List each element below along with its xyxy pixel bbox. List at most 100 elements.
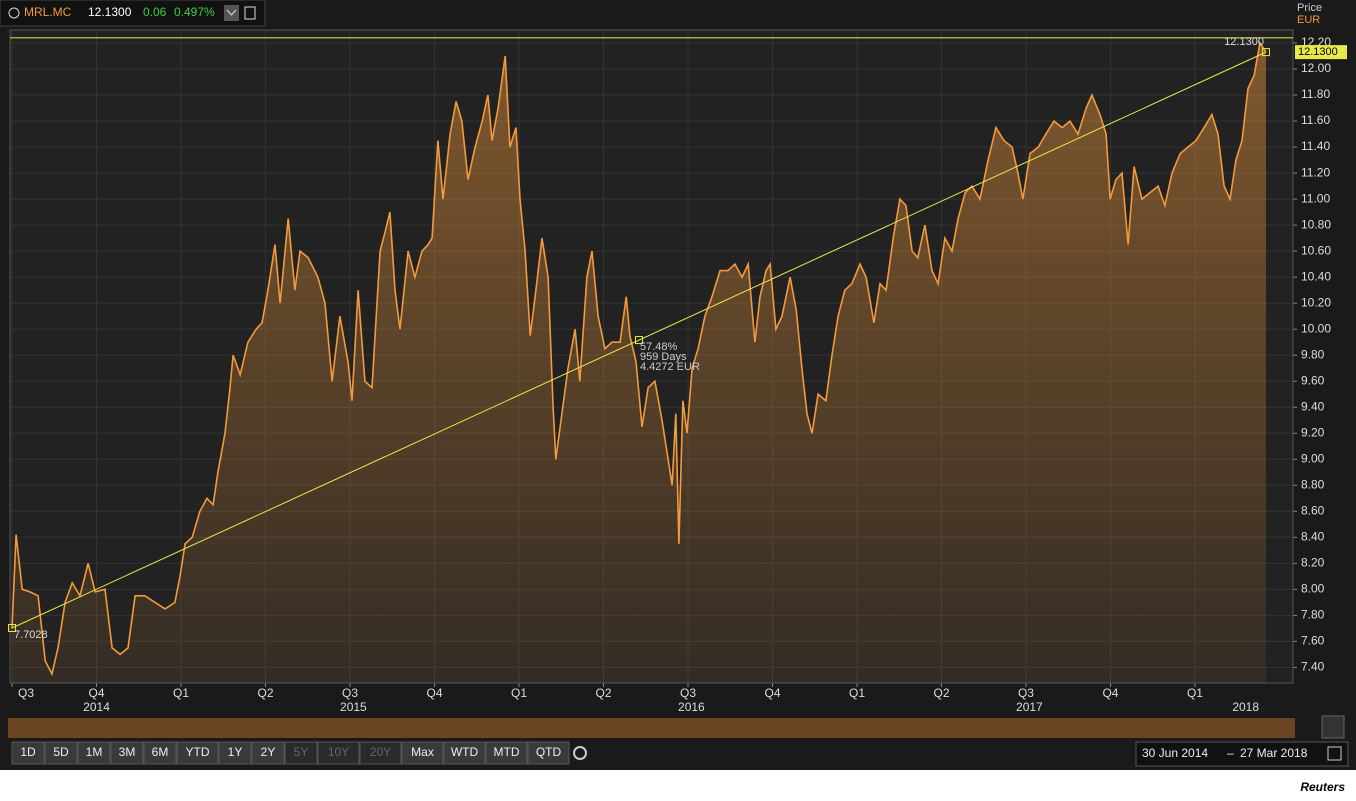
trend-handle[interactable] bbox=[634, 336, 643, 345]
last-price: 12.1300 bbox=[1298, 46, 1338, 58]
date-to: 27 Mar 2018 bbox=[1240, 746, 1308, 760]
range-button[interactable] bbox=[359, 741, 402, 765]
year-label: 2014 bbox=[83, 700, 110, 714]
range-button-label: 10Y bbox=[328, 745, 349, 759]
x-tick-label: Q3 bbox=[18, 686, 34, 700]
change-pct: 0.497% bbox=[174, 5, 215, 19]
y-tick-label: 11.80 bbox=[1301, 87, 1330, 101]
trend-stat: 959 Days bbox=[640, 351, 687, 363]
range-button[interactable] bbox=[485, 741, 528, 765]
x-tick-label: Q4 bbox=[1102, 686, 1118, 700]
x-tick-label: Q2 bbox=[595, 686, 611, 700]
range-button-label: 5D bbox=[53, 745, 69, 759]
x-tick-label: Q1 bbox=[511, 686, 527, 700]
date-sep: – bbox=[1227, 746, 1234, 760]
clock-icon bbox=[8, 7, 20, 19]
change: 0.06 bbox=[143, 5, 167, 19]
price-label: Price bbox=[1297, 2, 1322, 14]
range-button[interactable] bbox=[11, 741, 45, 765]
dropdown-icon bbox=[226, 9, 237, 16]
range-button-label: MTD bbox=[494, 745, 520, 759]
y-tick-label: 10.80 bbox=[1301, 217, 1331, 231]
range-button-label: 6M bbox=[152, 745, 169, 759]
symbol: MRL.MC bbox=[24, 5, 72, 19]
y-tick-label: 10.00 bbox=[1301, 321, 1331, 335]
y-tick-label: 12.00 bbox=[1301, 61, 1331, 75]
trend-handle[interactable] bbox=[8, 624, 17, 633]
trend-line bbox=[11, 51, 1267, 629]
y-tick-label: 8.20 bbox=[1301, 555, 1325, 569]
dropdown-button[interactable] bbox=[224, 5, 239, 21]
range-button[interactable] bbox=[176, 741, 219, 765]
y-tick-label: 10.20 bbox=[1301, 295, 1331, 309]
y-tick-label: 9.20 bbox=[1301, 425, 1325, 439]
range-button[interactable] bbox=[401, 741, 444, 765]
x-tick-label: Q2 bbox=[933, 686, 949, 700]
y-tick-label: 7.60 bbox=[1301, 634, 1325, 648]
y-tick-label: 7.40 bbox=[1301, 660, 1325, 674]
range-button[interactable] bbox=[77, 741, 111, 765]
range-button[interactable] bbox=[527, 741, 570, 765]
range-button-label: 3M bbox=[119, 745, 136, 759]
x-tick-label: Q4 bbox=[764, 686, 780, 700]
range-button-label: Max bbox=[411, 745, 434, 759]
navigator[interactable] bbox=[8, 718, 1295, 738]
trend-stat: 4.4272 EUR bbox=[640, 361, 700, 373]
range-button[interactable] bbox=[317, 741, 360, 765]
x-tick-label: Q1 bbox=[849, 686, 865, 700]
area bbox=[12, 43, 1266, 683]
range-button-label: 5Y bbox=[294, 745, 309, 759]
range-button[interactable] bbox=[44, 741, 78, 765]
y-tick-label: 8.40 bbox=[1301, 529, 1325, 543]
y-tick-label: 11.00 bbox=[1301, 191, 1330, 205]
range-button-label: 1Y bbox=[228, 745, 243, 759]
year-label: 2017 bbox=[1016, 700, 1043, 714]
range-button[interactable] bbox=[218, 741, 252, 765]
range-button-label: 2Y bbox=[261, 745, 276, 759]
range-button[interactable] bbox=[110, 741, 144, 765]
range-button-label: WTD bbox=[451, 745, 479, 759]
y-tick-label: 9.00 bbox=[1301, 451, 1325, 465]
settings-button[interactable] bbox=[573, 746, 587, 760]
x-tick-label: Q1 bbox=[173, 686, 189, 700]
delete-button[interactable] bbox=[244, 6, 256, 20]
calendar-icon[interactable] bbox=[1327, 746, 1342, 761]
y-tick-label: 11.60 bbox=[1301, 113, 1330, 127]
y-tick-label: 9.40 bbox=[1301, 399, 1325, 413]
y-tick-label: 9.80 bbox=[1301, 347, 1325, 361]
range-button-label: 1M bbox=[86, 745, 103, 759]
date-range-box[interactable] bbox=[1135, 741, 1349, 767]
footer: Reuters bbox=[1300, 780, 1345, 794]
range-button[interactable] bbox=[143, 741, 177, 765]
expand-button[interactable] bbox=[1321, 715, 1345, 739]
last-price-box bbox=[1295, 45, 1347, 60]
y-tick-label: 8.80 bbox=[1301, 477, 1325, 491]
trend-start-label: 7.7028 bbox=[14, 629, 48, 641]
y-tick-label: 11.40 bbox=[1301, 139, 1330, 153]
y-tick-label: 7.80 bbox=[1301, 608, 1325, 622]
range-button[interactable] bbox=[251, 741, 285, 765]
x-tick-label: Q4 bbox=[89, 686, 105, 700]
y-tick-label: 8.00 bbox=[1301, 582, 1325, 596]
trend-stat: 57.48% bbox=[640, 341, 678, 353]
range-button-label: 20Y bbox=[370, 745, 391, 759]
x-tick-label: Q3 bbox=[680, 686, 696, 700]
x-tick-label: Q2 bbox=[258, 686, 274, 700]
y-tick-label: 8.60 bbox=[1301, 503, 1325, 517]
price: 12.1300 bbox=[88, 5, 132, 19]
range-button-label: 1D bbox=[20, 745, 36, 759]
y-tick-label: 9.60 bbox=[1301, 373, 1325, 387]
year-label: 2016 bbox=[678, 700, 705, 714]
line bbox=[11, 40, 1267, 677]
date-from: 30 Jun 2014 bbox=[1142, 746, 1208, 760]
currency-label: EUR bbox=[1297, 14, 1320, 26]
trend-end-label: 12.1300 bbox=[1224, 36, 1264, 48]
year-label: 2015 bbox=[340, 700, 367, 714]
range-button[interactable] bbox=[443, 741, 486, 765]
header-box bbox=[0, 0, 266, 27]
year-label: 2018 bbox=[1232, 700, 1259, 714]
range-button[interactable] bbox=[284, 741, 318, 765]
y-tick-label: 10.40 bbox=[1301, 269, 1331, 283]
trend-handle[interactable] bbox=[1261, 48, 1270, 57]
